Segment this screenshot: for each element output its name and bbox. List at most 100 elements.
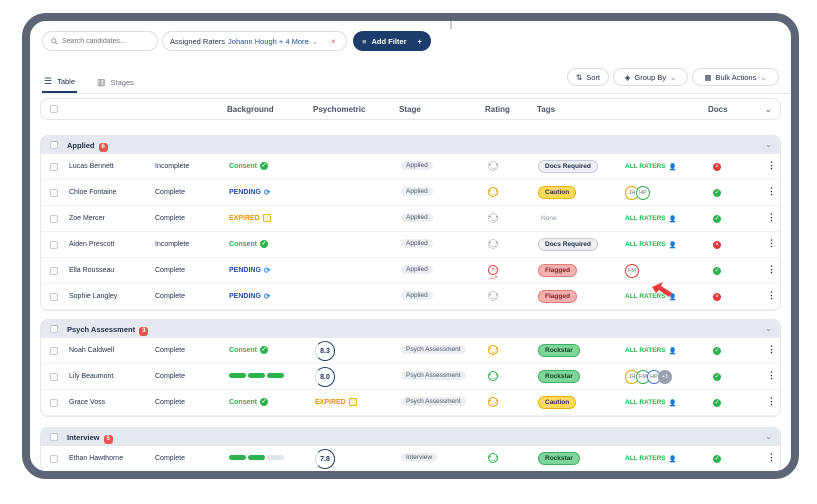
candidate-name[interactable]: Lily Beaumont — [69, 373, 114, 380]
rater-avatar[interactable]: HP — [636, 186, 650, 200]
chevron-down-icon[interactable]: ⌄ — [765, 140, 772, 149]
more-vertical-icon[interactable]: ⋮ — [767, 160, 776, 170]
candidate-name[interactable]: Sophie Langley — [69, 293, 118, 300]
row-checkbox[interactable] — [50, 455, 58, 463]
col-psychometric[interactable]: Psychometric — [313, 105, 366, 114]
row-checkbox[interactable] — [50, 373, 58, 381]
rater-avatar[interactable]: FM — [625, 264, 639, 278]
group-checkbox[interactable] — [50, 433, 58, 441]
col-stage[interactable]: Stage — [399, 105, 421, 114]
col-tags[interactable]: Tags — [537, 105, 556, 114]
table-row[interactable]: Aiden Prescott Incomplete Consent ✓ Applied •… — [41, 232, 780, 258]
tag-badge[interactable]: None — [541, 215, 557, 222]
more-vertical-icon[interactable]: ⋮ — [767, 370, 776, 380]
select-all-checkbox[interactable] — [50, 105, 58, 113]
tag-badge[interactable]: Flagged — [538, 290, 577, 303]
candidate-name[interactable]: Ella Rousseau — [69, 267, 115, 274]
tag-badge[interactable]: Docs Required — [538, 160, 598, 173]
rater-avatar[interactable]: JH — [625, 186, 639, 200]
tag-badge[interactable]: Rockstar — [538, 344, 580, 357]
search-box[interactable] — [42, 31, 158, 51]
clear-filter-icon[interactable]: × — [331, 36, 336, 46]
all-raters[interactable]: ALL RATERS 👤 — [625, 347, 677, 355]
row-checkbox[interactable] — [50, 215, 58, 223]
table-row[interactable]: Lily Beaumont Complete 8.0 Psych Assessment… — [41, 364, 780, 390]
candidate-name[interactable]: Lucas Bennett — [69, 163, 114, 170]
row-checkbox[interactable] — [50, 399, 58, 407]
rating-face-icon[interactable]: •‿• — [488, 453, 499, 463]
row-checkbox[interactable] — [50, 267, 58, 275]
all-raters[interactable]: ALL RATERS 👤 — [625, 399, 677, 407]
table-row[interactable]: Grace Voss Complete Consent ✓ EXPIRED Psych A… — [41, 390, 780, 416]
tag-badge[interactable]: Rockstar — [538, 370, 580, 383]
candidate-name[interactable]: Ethan Hawthorne — [69, 455, 124, 462]
chevron-down-icon[interactable]: ⌄ — [765, 105, 772, 114]
tag-badge[interactable]: Rockstar — [538, 452, 580, 465]
tag-badge[interactable]: Docs Required — [538, 238, 598, 251]
col-background[interactable]: Background — [227, 105, 274, 114]
all-raters[interactable]: ALL RATERS 👤 — [625, 215, 677, 223]
table-row[interactable]: Noah Caldwell Complete Consent ✓ 8.3 Psych As… — [41, 338, 780, 364]
row-checkbox[interactable] — [50, 347, 58, 355]
all-raters[interactable]: ALL RATERS 👤 — [625, 163, 677, 171]
tab-table[interactable]: ☰ Table — [42, 71, 78, 93]
raters-cell: ALL RATERS 👤 — [625, 452, 677, 463]
rating-face-icon[interactable]: •‿• — [488, 187, 499, 197]
row-checkbox[interactable] — [50, 189, 58, 197]
col-docs[interactable]: Docs — [708, 105, 728, 114]
more-vertical-icon[interactable]: ⋮ — [767, 344, 776, 354]
table-row[interactable]: Ella Rousseau Complete PENDING ⟳ Applied •︵• F… — [41, 258, 780, 284]
rating-face-icon[interactable]: •‿• — [488, 345, 499, 355]
chevron-down-icon[interactable]: ⌄ — [765, 432, 772, 441]
more-vertical-icon[interactable]: ⋮ — [767, 264, 776, 274]
table-row[interactable]: Ethan Hawthorne Complete 7.8 Interview •‿• Ro… — [41, 446, 780, 471]
more-vertical-icon[interactable]: ⋮ — [767, 186, 776, 196]
row-checkbox[interactable] — [50, 241, 58, 249]
group-header[interactable]: Psych Assessment 3 ⌄ — [41, 320, 780, 338]
candidate-name[interactable]: Aiden Prescott — [69, 241, 115, 248]
candidate-name[interactable]: Zoe Mercer — [69, 215, 105, 222]
rating-face-icon[interactable]: •‿• — [488, 213, 499, 223]
candidate-name[interactable]: Noah Caldwell — [69, 347, 115, 354]
search-input[interactable] — [62, 37, 152, 45]
group-header[interactable]: Interview 5 ⌄ — [41, 428, 780, 446]
all-raters[interactable]: ALL RATERS 👤 — [625, 455, 677, 463]
group-by-button[interactable]: ◈ Group By ⌄ — [613, 68, 688, 86]
group-header[interactable]: Applied 6 ⌄ — [41, 136, 780, 154]
add-filter-button[interactable]: ≡ Add Filter + — [353, 31, 431, 51]
more-vertical-icon[interactable]: ⋮ — [767, 212, 776, 222]
all-raters[interactable]: ALL RATERS 👤 — [625, 293, 677, 301]
group-checkbox[interactable] — [50, 141, 58, 149]
chevron-down-icon[interactable]: ⌄ — [765, 324, 772, 333]
rating-face-icon[interactable]: •‿• — [488, 239, 499, 249]
bulk-actions-button[interactable]: ▦ Bulk Actions ⌄ — [692, 68, 779, 86]
more-vertical-icon[interactable]: ⋮ — [767, 396, 776, 406]
rating-face-icon[interactable]: •‿• — [488, 291, 499, 301]
all-raters[interactable]: ALL RATERS 👤 — [625, 241, 677, 249]
more-vertical-icon[interactable]: ⋮ — [767, 452, 776, 462]
tag-badge[interactable]: Caution — [538, 186, 577, 199]
table-row[interactable]: Sophie Langley Complete PENDING ⟳ Applied •‿•… — [41, 284, 780, 310]
tag-badge[interactable]: Caution — [538, 396, 577, 409]
rating-face-icon[interactable]: •‿• — [488, 371, 499, 381]
rating-face-icon[interactable]: •‿• — [488, 397, 499, 407]
rater-avatar[interactable]: +1 — [658, 370, 672, 384]
rating-face-icon[interactable]: •‿• — [488, 161, 499, 171]
row-checkbox[interactable] — [50, 293, 58, 301]
table-row[interactable]: Zoe Mercer Complete EXPIRED Applied •‿• None A… — [41, 206, 780, 232]
row-checkbox[interactable] — [50, 163, 58, 171]
candidate-name[interactable]: Grace Voss — [69, 399, 106, 406]
more-vertical-icon[interactable]: ⋮ — [767, 290, 776, 300]
table-row[interactable]: Lucas Bennett Incomplete Consent ✓ Applied •‿… — [41, 154, 780, 180]
group-checkbox[interactable] — [50, 325, 58, 333]
tag-badge[interactable]: Flagged — [538, 264, 577, 277]
assigned-raters-filter[interactable]: Assigned Raters Johann Hough + 4 More ⌄ … — [162, 31, 347, 51]
candidate-name[interactable]: Chloe Fontaine — [69, 189, 117, 196]
col-rating[interactable]: Rating — [485, 105, 510, 114]
table-row[interactable]: Chloe Fontaine Complete PENDING ⟳ Applied •‿•… — [41, 180, 780, 206]
tab-stages[interactable]: ▥ Stages — [95, 71, 136, 93]
more-vertical-icon[interactable]: ⋮ — [767, 238, 776, 248]
sort-button[interactable]: ⇅ Sort — [567, 68, 609, 86]
stage-badge: Applied — [401, 213, 433, 222]
rating-face-icon[interactable]: •︵• — [488, 265, 498, 281]
